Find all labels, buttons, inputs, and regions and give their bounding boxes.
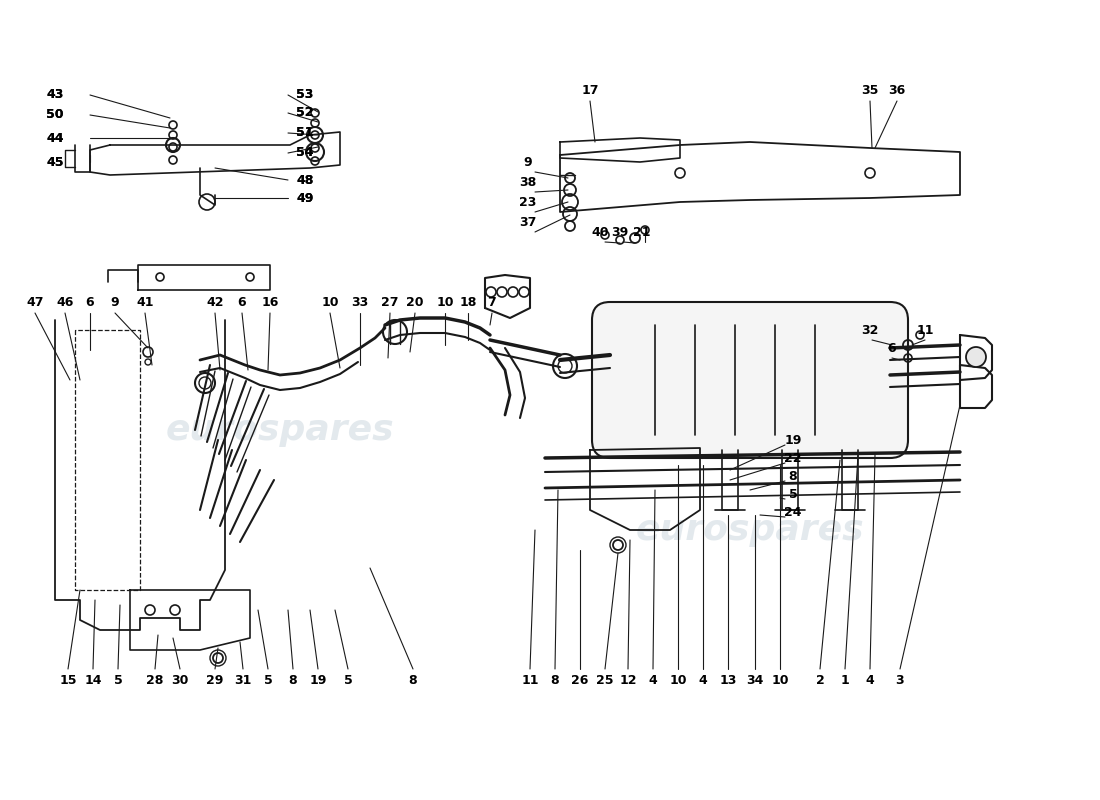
Text: 6: 6 [86,295,95,309]
Text: 32: 32 [861,323,879,337]
Text: 5: 5 [264,674,273,686]
Text: 38: 38 [519,175,537,189]
Text: 51: 51 [296,126,314,139]
Text: 17: 17 [581,83,598,97]
Text: 15: 15 [59,674,77,686]
Text: 4: 4 [698,674,707,686]
Text: 48: 48 [296,174,314,186]
Text: 43: 43 [46,89,64,102]
Text: 39: 39 [612,226,628,238]
Text: 54: 54 [296,146,314,159]
Text: 19: 19 [784,434,802,446]
Text: 19: 19 [309,674,327,686]
Text: 50: 50 [46,109,64,122]
Text: 45: 45 [46,155,64,169]
Text: 2: 2 [815,674,824,686]
Text: 46: 46 [56,295,74,309]
Text: 49: 49 [296,191,314,205]
Text: 26: 26 [571,674,588,686]
Text: 13: 13 [719,674,737,686]
Text: 10: 10 [771,674,789,686]
Text: 18: 18 [460,295,476,309]
Text: 7: 7 [487,295,496,309]
Text: 37: 37 [519,215,537,229]
Text: 30: 30 [172,674,189,686]
Text: 44: 44 [46,131,64,145]
Text: 23: 23 [519,195,537,209]
Text: 28: 28 [146,674,164,686]
Text: 44: 44 [46,131,64,145]
Text: 6: 6 [238,295,246,309]
Text: 52: 52 [296,106,314,119]
Text: 54: 54 [296,146,314,159]
Text: 9: 9 [111,295,119,309]
Text: 14: 14 [85,674,101,686]
Text: 5: 5 [789,487,797,501]
Text: 8: 8 [789,470,797,482]
Text: 48: 48 [296,174,314,186]
Text: 5: 5 [113,674,122,686]
Text: 22: 22 [784,451,802,465]
Text: 51: 51 [296,126,314,139]
Text: 36: 36 [889,83,905,97]
Text: 29: 29 [207,674,223,686]
Text: 3: 3 [895,674,904,686]
Text: 1: 1 [840,674,849,686]
Text: 49: 49 [296,191,314,205]
Text: 42: 42 [207,295,223,309]
Text: 53: 53 [296,89,314,102]
Text: 33: 33 [351,295,369,309]
Text: 20: 20 [406,295,424,309]
Text: 4: 4 [866,674,874,686]
FancyBboxPatch shape [592,302,908,458]
Text: 24: 24 [784,506,802,518]
Text: 11: 11 [916,323,934,337]
Text: 16: 16 [262,295,278,309]
Text: 47: 47 [26,295,44,309]
Text: 8: 8 [409,674,417,686]
Text: 8: 8 [288,674,297,686]
Text: 41: 41 [136,295,154,309]
Text: 5: 5 [343,674,352,686]
Text: 31: 31 [234,674,252,686]
Text: 11: 11 [521,674,539,686]
Text: 10: 10 [321,295,339,309]
Text: 6: 6 [888,342,896,354]
Text: 35: 35 [861,83,879,97]
Text: 8: 8 [551,674,559,686]
Text: 45: 45 [46,155,64,169]
Text: 53: 53 [296,89,314,102]
Text: 25: 25 [596,674,614,686]
Text: eurospares: eurospares [166,413,394,447]
Text: 43: 43 [46,89,64,102]
Text: 34: 34 [746,674,763,686]
Text: 21: 21 [634,226,651,238]
Text: eurospares: eurospares [636,513,865,547]
Text: 4: 4 [649,674,658,686]
Text: 52: 52 [296,106,314,119]
Text: 12: 12 [619,674,637,686]
Text: 10: 10 [669,674,686,686]
Text: 27: 27 [382,295,398,309]
Circle shape [966,347,986,367]
Text: 10: 10 [437,295,453,309]
Text: 9: 9 [524,155,532,169]
Text: 50: 50 [46,109,64,122]
Text: 40: 40 [592,226,608,238]
